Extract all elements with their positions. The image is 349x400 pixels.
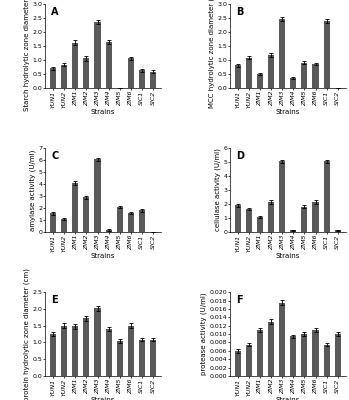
Bar [106, 42, 112, 88]
Bar [302, 207, 307, 232]
Y-axis label: amylase activity (U/ml): amylase activity (U/ml) [29, 149, 36, 231]
Bar [268, 55, 274, 88]
Bar [139, 340, 145, 376]
Bar [72, 183, 79, 232]
Bar [235, 205, 241, 232]
Bar [50, 334, 56, 376]
Text: E: E [51, 295, 58, 305]
Bar [61, 65, 67, 88]
Bar [312, 202, 319, 232]
Bar [257, 330, 263, 376]
Text: B: B [236, 6, 243, 16]
Bar [150, 72, 156, 88]
Y-axis label: cellulase activity (U/ml): cellulase activity (U/ml) [214, 148, 221, 232]
X-axis label: Strains: Strains [91, 109, 115, 115]
Bar [128, 58, 134, 88]
Bar [312, 64, 319, 88]
Bar [246, 209, 252, 232]
Bar [290, 230, 296, 232]
Bar [324, 344, 330, 376]
Y-axis label: protease activity (U/ml): protease activity (U/ml) [200, 293, 207, 376]
Bar [312, 330, 319, 376]
Bar [72, 42, 79, 88]
Bar [128, 213, 134, 232]
Text: C: C [51, 151, 58, 161]
Bar [257, 74, 263, 88]
Bar [290, 78, 296, 88]
Bar [290, 336, 296, 376]
Bar [150, 340, 156, 376]
Bar [50, 213, 56, 232]
X-axis label: Strains: Strains [91, 397, 115, 400]
Bar [106, 329, 112, 376]
Bar [235, 66, 241, 88]
Bar [324, 21, 330, 88]
Bar [246, 58, 252, 88]
Bar [235, 351, 241, 376]
Bar [335, 334, 341, 376]
Bar [279, 303, 285, 376]
Bar [50, 68, 56, 88]
Bar [139, 70, 145, 88]
Bar [324, 161, 330, 232]
Bar [117, 207, 123, 232]
Bar [268, 322, 274, 376]
Bar [83, 318, 89, 376]
Bar [95, 160, 101, 232]
Bar [83, 197, 89, 232]
Y-axis label: MCC hydrolytic zone diameter (cm): MCC hydrolytic zone diameter (cm) [208, 0, 215, 108]
Text: D: D [236, 151, 244, 161]
Bar [335, 230, 341, 232]
Bar [83, 58, 89, 88]
Bar [95, 308, 101, 376]
X-axis label: Strains: Strains [276, 397, 300, 400]
Bar [117, 341, 123, 376]
X-axis label: Strains: Strains [276, 109, 300, 115]
Bar [61, 326, 67, 376]
Y-axis label: Starch hydrolytic zone diameter (cm): Starch hydrolytic zone diameter (cm) [23, 0, 30, 111]
Bar [257, 217, 263, 232]
Y-axis label: protein hydrolytic zone diameter (cm): protein hydrolytic zone diameter (cm) [23, 268, 30, 400]
X-axis label: Strains: Strains [276, 253, 300, 259]
Text: F: F [236, 295, 243, 305]
Bar [139, 210, 145, 232]
Text: A: A [51, 6, 59, 16]
Bar [302, 334, 307, 376]
Bar [106, 230, 112, 232]
Bar [246, 344, 252, 376]
Bar [72, 326, 79, 376]
Bar [279, 19, 285, 88]
Bar [302, 63, 307, 88]
Bar [61, 219, 67, 232]
Bar [128, 326, 134, 376]
Bar [279, 161, 285, 232]
Bar [268, 202, 274, 232]
X-axis label: Strains: Strains [91, 253, 115, 259]
Bar [95, 22, 101, 88]
